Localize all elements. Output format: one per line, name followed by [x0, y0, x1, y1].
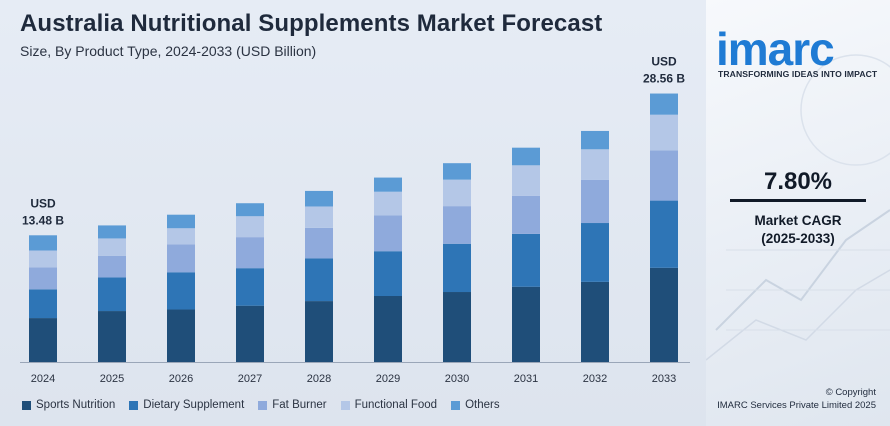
- bar-segment-2025-others: [98, 225, 126, 239]
- bar-segment-2027-others: [236, 203, 264, 217]
- bar-segment-2024-functional-food: [29, 250, 57, 268]
- x-tick-label: 2028: [307, 373, 331, 385]
- bar-segment-2024-dietary-supplement: [29, 289, 57, 319]
- bar-segment-2024-sports-nutrition: [29, 318, 57, 362]
- stacked-bar-chart: 2024 2025 2026 2027 2028 2029 2030 2031 2032 2033…: [20, 55, 690, 385]
- x-tick-label: 2033: [652, 373, 676, 385]
- legend-label: Fat Burner: [272, 399, 327, 411]
- chart-legend: Sports Nutrition Dietary Supplement Fat Bu…: [22, 397, 514, 413]
- legend-swatch: [258, 400, 268, 410]
- x-tick-label: 2031: [514, 373, 538, 385]
- bar-segment-2032-others: [581, 130, 609, 150]
- bar-segment-2030-others: [443, 163, 471, 180]
- legend-label: Others: [465, 399, 500, 411]
- bar-segment-2025-functional-food: [98, 238, 126, 256]
- bar-segment-2030-dietary-supplement: [443, 243, 471, 293]
- bar-segment-2033-functional-food: [650, 114, 678, 151]
- bar-segment-2031-functional-food: [512, 165, 540, 196]
- bar-segment-2027-functional-food: [236, 216, 264, 238]
- brand-panel: imarc TRANSFORMING IDEAS INTO IMPACT 7.8…: [706, 0, 890, 426]
- bar-segment-2031-dietary-supplement: [512, 233, 540, 287]
- background-decoration: [706, 54, 890, 361]
- x-tick-label: 2025: [100, 373, 124, 385]
- bar-segment-2033-fat-burner: [650, 150, 678, 201]
- bar-segment-2033-others: [650, 93, 678, 115]
- bar-segment-2025-fat-burner: [98, 255, 126, 278]
- legend-item: Sports Nutrition: [22, 399, 115, 411]
- cagr-value: 7.80%: [763, 168, 833, 195]
- bar-segment-2029-fat-burner: [374, 215, 402, 252]
- cagr-label-line1: Market CAGR: [754, 213, 842, 228]
- bar-segment-2032-sports-nutrition: [581, 281, 609, 362]
- cagr-divider: [730, 199, 866, 202]
- brand-tagline: TRANSFORMING IDEAS INTO IMPACT: [718, 69, 878, 79]
- legend-item: Functional Food: [340, 399, 438, 411]
- x-tick-label: 2026: [169, 373, 193, 385]
- bar-segment-2028-fat-burner: [305, 227, 333, 259]
- chart-subtitle: Size, By Product Type, 2024-2033 (USD Bi…: [20, 43, 317, 59]
- bar-segment-2033-dietary-supplement: [650, 200, 678, 268]
- legend-label: Dietary Supplement: [143, 399, 245, 411]
- bar-segment-2024-fat-burner: [29, 267, 57, 290]
- bar-segment-2029-others: [374, 177, 402, 192]
- legend-item: Dietary Supplement: [129, 399, 244, 411]
- x-tick-label: 2027: [238, 373, 262, 385]
- bar-segment-2033-sports-nutrition: [650, 267, 678, 362]
- bar-segment-2027-sports-nutrition: [236, 305, 264, 362]
- legend-swatch: [129, 400, 139, 410]
- annotation-first-bar-line2: 13.48 B: [22, 213, 64, 227]
- bar-segment-2027-dietary-supplement: [236, 268, 264, 306]
- copyright: © Copyright IMARC Services Private Limit…: [717, 386, 876, 413]
- legend-label: Functional Food: [354, 399, 438, 411]
- legend-item: Others: [451, 399, 500, 411]
- legend-swatch: [451, 400, 461, 410]
- bar-segment-2025-sports-nutrition: [98, 311, 126, 362]
- copyright-line1: © Copyright: [825, 387, 876, 398]
- bar-segment-2028-dietary-supplement: [305, 258, 333, 302]
- x-tick-label: 2032: [583, 373, 607, 385]
- bar-segment-2031-sports-nutrition: [512, 286, 540, 362]
- bar-segment-2026-others: [167, 214, 195, 229]
- bar-segment-2032-dietary-supplement: [581, 223, 609, 282]
- chart-title: Australia Nutritional Supplements Market…: [20, 10, 603, 37]
- bar-segment-2026-functional-food: [167, 228, 195, 245]
- legend-label: Sports Nutrition: [36, 399, 116, 411]
- bar-segment-2032-fat-burner: [581, 179, 609, 224]
- legend-swatch: [340, 400, 350, 410]
- bar-segment-2026-fat-burner: [167, 244, 195, 273]
- bar-segment-2032-functional-food: [581, 149, 609, 180]
- imarc-logo: imarc: [716, 23, 835, 75]
- bar-segment-2030-sports-nutrition: [443, 292, 471, 362]
- bar-segment-2030-fat-burner: [443, 206, 471, 244]
- bar-segment-2030-functional-food: [443, 179, 471, 207]
- annotation-last-bar-line2: 28.56 B: [643, 72, 685, 86]
- bar-segment-2031-fat-burner: [512, 195, 540, 234]
- x-tick-label: 2029: [376, 373, 400, 385]
- bar-segment-2025-dietary-supplement: [98, 277, 126, 312]
- copyright-line2: IMARC Services Private Limited 2025: [717, 400, 876, 412]
- cagr-label: Market CAGR (2025-2033): [706, 212, 890, 248]
- legend-swatch: [22, 400, 31, 410]
- annotation-first-bar-line1: USD: [30, 196, 56, 210]
- bar-segment-2029-dietary-supplement: [374, 251, 402, 297]
- bar-segment-2026-sports-nutrition: [167, 309, 195, 362]
- x-tick-label: 2024: [31, 373, 55, 385]
- bar-segment-2024-others: [29, 235, 57, 251]
- bar-segment-2028-sports-nutrition: [305, 301, 333, 362]
- legend-item: Fat Burner: [258, 399, 327, 411]
- bar-segment-2029-functional-food: [374, 191, 402, 216]
- bar-segment-2031-others: [512, 147, 540, 166]
- bar-segment-2027-fat-burner: [236, 237, 264, 269]
- bar-segment-2028-others: [305, 190, 333, 207]
- bar-segment-2029-sports-nutrition: [374, 296, 402, 362]
- bar-segment-2026-dietary-supplement: [167, 272, 195, 310]
- annotation-last-bar-line1: USD: [651, 55, 677, 69]
- bar-segment-2028-functional-food: [305, 206, 333, 228]
- cagr-label-line2: (2025-2033): [761, 231, 835, 247]
- x-tick-label: 2030: [445, 373, 469, 385]
